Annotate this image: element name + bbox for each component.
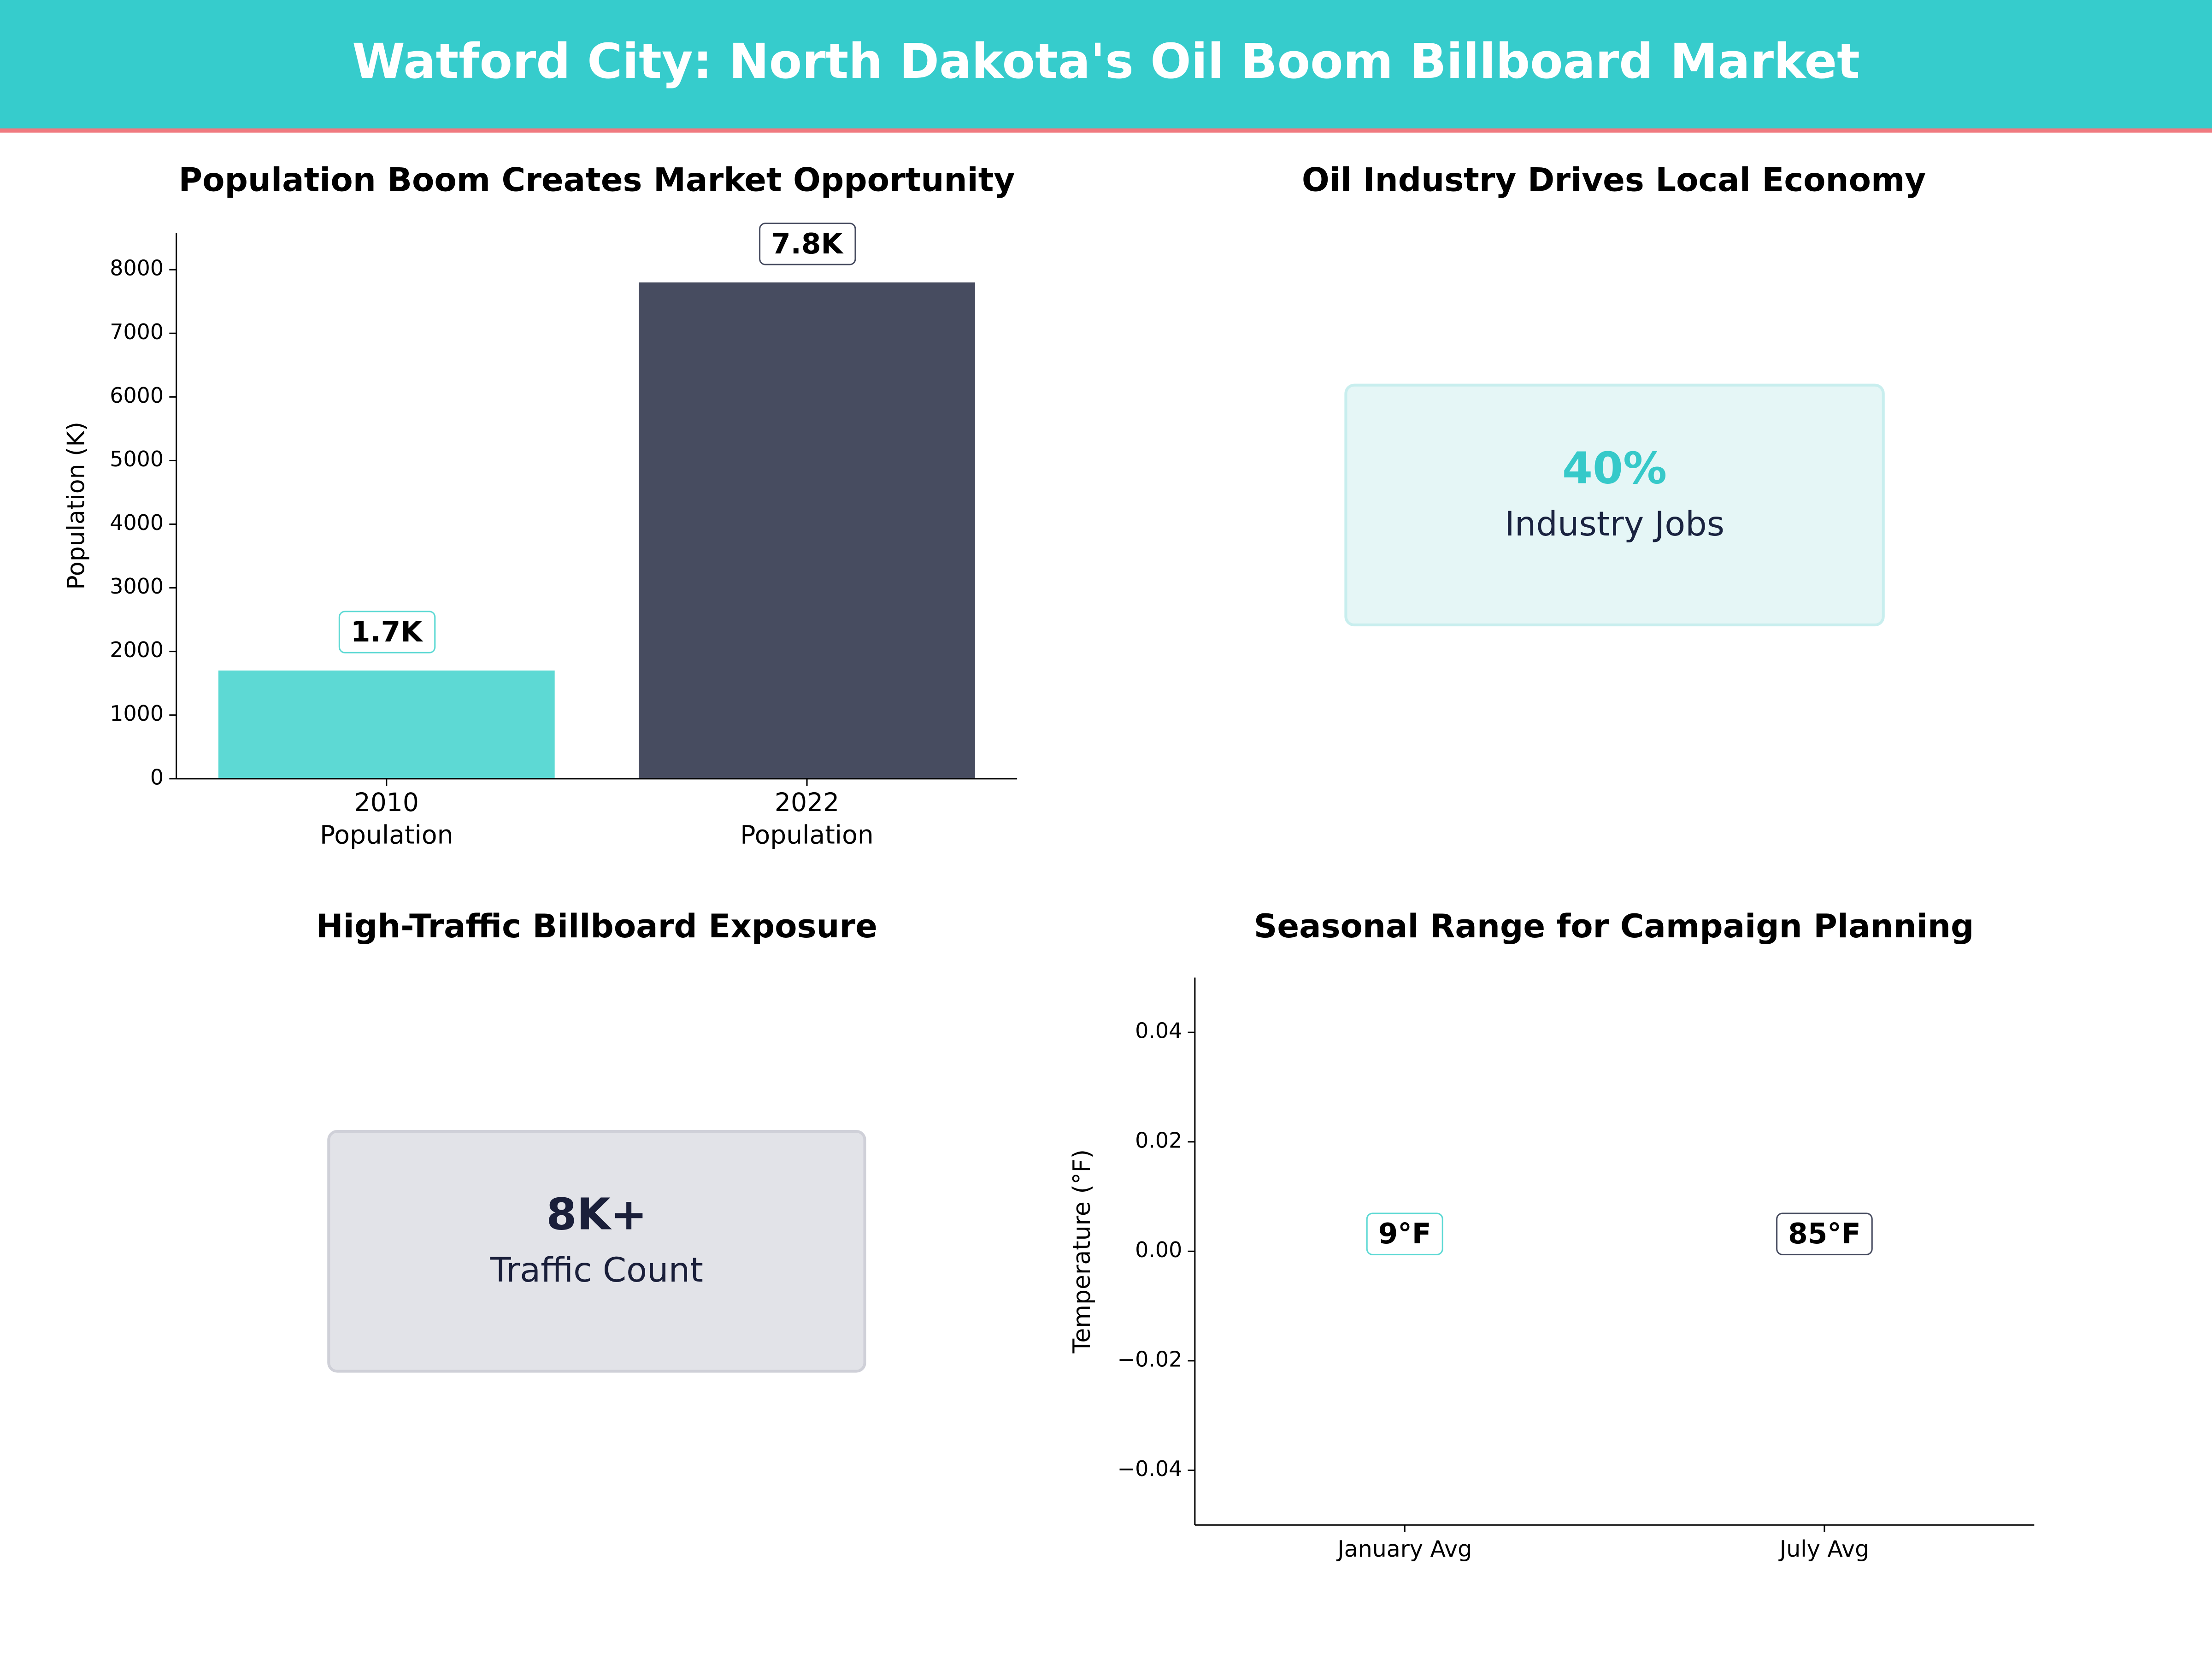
x-tick-line: 2022: [775, 788, 839, 817]
value-label-box: [1366, 1212, 1443, 1255]
x-tick-label: 2010 Population: [320, 788, 453, 849]
chart-title: High-Traffic Billboard Exposure: [316, 907, 877, 945]
chart-title: Oil Industry Drives Local Economy: [1302, 161, 1926, 199]
value-label-box: [759, 223, 856, 265]
x-tick-label: July Avg: [1778, 1536, 1869, 1562]
y-tick-label: 0.02: [1135, 1128, 1182, 1153]
y-tick-label: −0.02: [1118, 1347, 1182, 1371]
value-label: 1.7K: [351, 616, 424, 648]
page-title: Watford City: North Dakota's Oil Boom Bi…: [352, 33, 1860, 89]
header-rule: [0, 128, 2212, 133]
y-tick-label: 0: [150, 765, 164, 789]
value-label: 7.8K: [771, 228, 844, 260]
bar: [218, 671, 555, 779]
chart-title: Seasonal Range for Campaign Planning: [1254, 907, 1974, 945]
kpi-value: 8K+: [546, 1189, 647, 1240]
y-tick-label: 0.04: [1135, 1018, 1182, 1043]
y-tick-label: 6000: [110, 383, 164, 408]
value-label: 85°F: [1788, 1218, 1861, 1250]
y-tick-label: 4000: [110, 510, 164, 535]
value-label-box: [1776, 1212, 1873, 1255]
x-tick-label: January Avg: [1336, 1536, 1472, 1562]
y-tick-label: 5000: [110, 447, 164, 471]
chart-title: Population Boom Creates Market Opportuni…: [179, 161, 1015, 199]
y-tick-label: 2000: [110, 637, 164, 662]
value-label: 9°F: [1378, 1218, 1431, 1250]
kpi-label: Traffic Count: [490, 1251, 703, 1290]
kpi-card: [327, 1130, 866, 1373]
y-tick-label: 7000: [110, 319, 164, 344]
y-tick-label: 8000: [110, 256, 164, 281]
y-tick-label: −0.04: [1118, 1456, 1182, 1481]
kpi-label: Industry Jobs: [1505, 505, 1724, 544]
x-tick-label: 2022 Population: [740, 788, 873, 849]
bar: [639, 282, 975, 779]
x-tick-line: 2010: [354, 788, 419, 817]
x-tick-line: Population: [740, 820, 873, 849]
y-tick-label: 0.00: [1135, 1237, 1182, 1262]
y-axis-label: Temperature (°F): [1068, 1149, 1096, 1354]
value-label-box: [338, 611, 436, 653]
x-tick-line: Population: [320, 820, 453, 849]
y-tick-label: 1000: [110, 701, 164, 726]
header-band: [0, 0, 2212, 130]
kpi-card: [1344, 383, 1885, 627]
y-tick-label: 3000: [110, 574, 164, 599]
kpi-value: 40%: [1562, 443, 1667, 494]
y-axis-label: Population (K): [62, 422, 90, 590]
